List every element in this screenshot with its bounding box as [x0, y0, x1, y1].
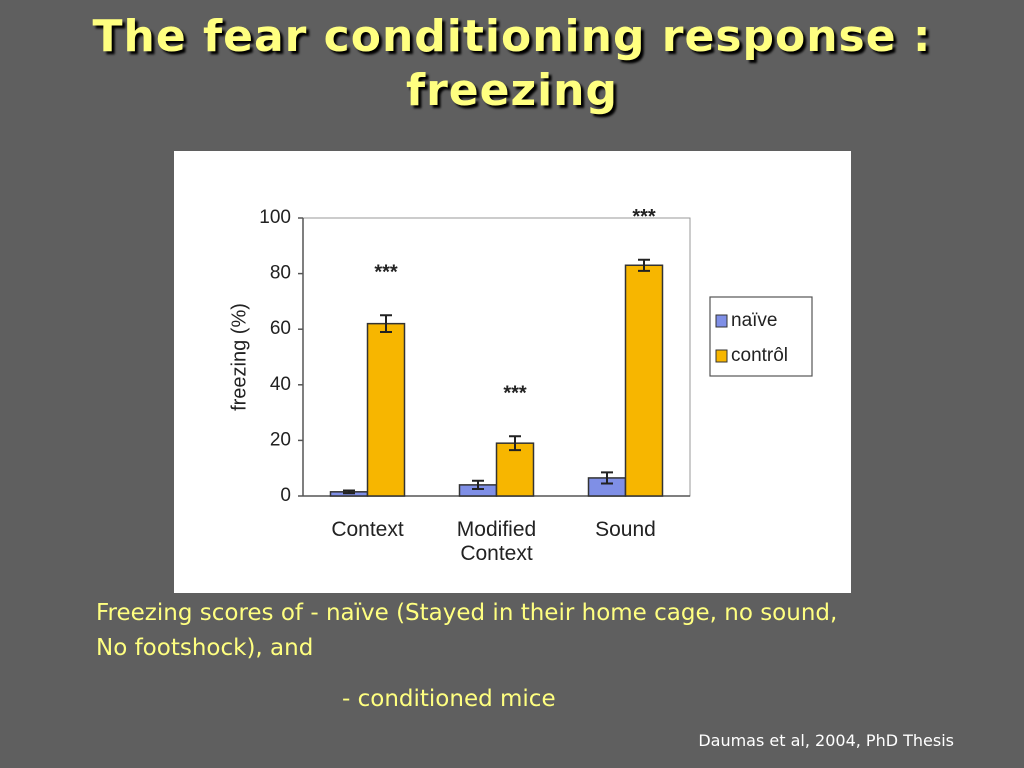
error-bar — [380, 314, 392, 333]
error-bar — [509, 435, 521, 452]
y-axis-label: freezing (%) — [228, 303, 250, 411]
legend-label: contrôl — [731, 345, 788, 366]
y-tick-label: 80 — [270, 263, 291, 284]
y-tick-label: 100 — [259, 207, 291, 228]
error-bar — [601, 471, 613, 485]
bar — [366, 322, 406, 497]
error-bar — [638, 258, 650, 272]
legend-label: naïve — [731, 310, 777, 331]
y-tick-label: 20 — [270, 429, 291, 450]
caption-line: Freezing scores of - naïve (Stayed in th… — [96, 600, 838, 626]
y-tick-label: 0 — [280, 485, 291, 506]
x-tick-label: Context — [331, 518, 404, 541]
significance-label: *** — [374, 262, 398, 284]
citation: Daumas et al, 2004, PhD Thesis — [698, 731, 954, 750]
error-bar — [343, 489, 355, 495]
slide-title: The fear conditioning response : freezin… — [92, 11, 932, 116]
caption-line: - conditioned mice — [342, 686, 556, 712]
bar — [624, 264, 664, 497]
error-bar — [472, 479, 484, 491]
legend-swatch — [715, 314, 728, 328]
legend-swatch — [715, 349, 728, 363]
y-tick-label: 40 — [270, 374, 291, 395]
significance-label: *** — [632, 206, 656, 228]
significance-label: *** — [503, 383, 527, 405]
chart-panel: freezing (%) 0 20 40 60 80 100 *** *** *** naïve c… — [174, 151, 851, 593]
x-tick-label: Sound — [595, 518, 656, 541]
x-tick-label: Modified Context — [456, 518, 537, 565]
legend-box — [709, 296, 813, 377]
y-tick-label: 60 — [270, 318, 291, 339]
caption-line: No footshock), and — [96, 635, 314, 661]
chart: freezing (%) 0 20 40 60 80 100 *** *** *** naïve c… — [228, 206, 813, 506]
